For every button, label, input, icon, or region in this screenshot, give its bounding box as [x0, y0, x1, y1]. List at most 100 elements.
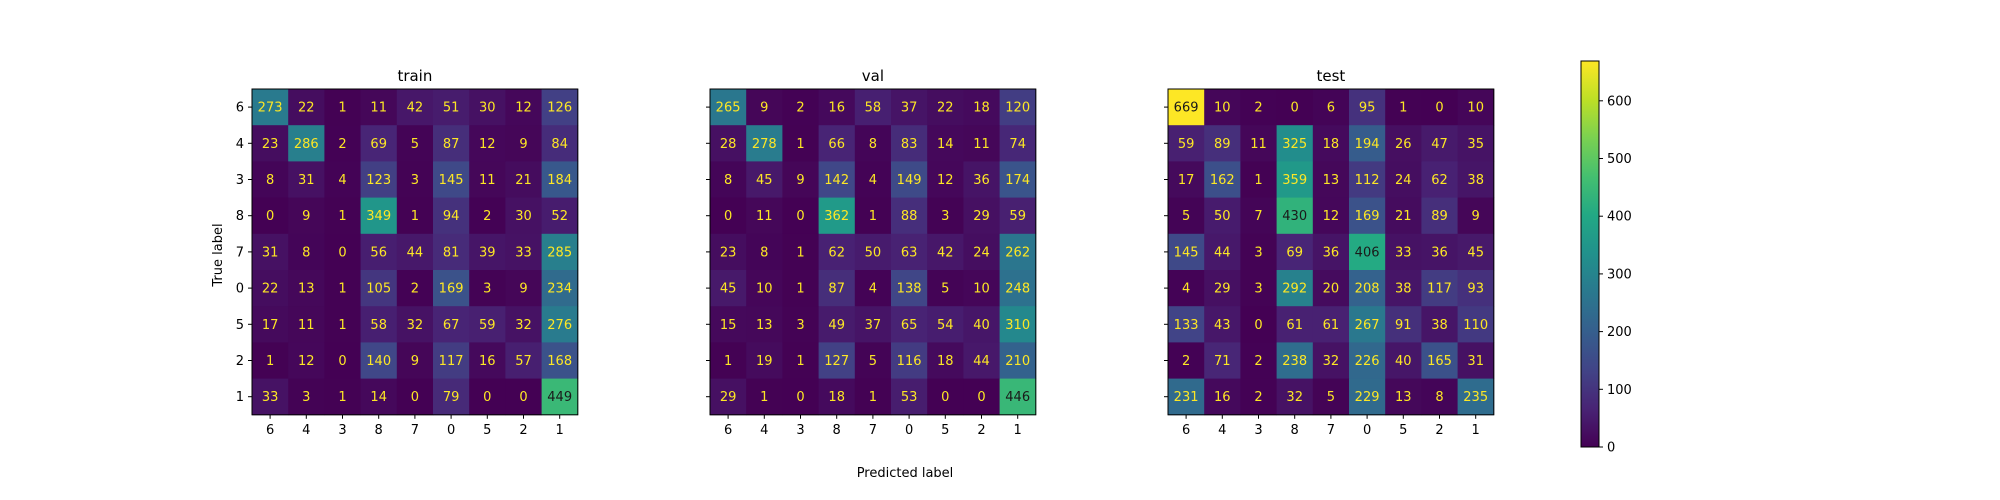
- cell-value-label: 1: [338, 390, 346, 405]
- heatmap-cell: [1240, 342, 1277, 379]
- cell-value-label: 50: [1214, 209, 1231, 224]
- cell-value-label: 231: [1174, 390, 1199, 405]
- cell-value-label: 59: [1009, 209, 1026, 224]
- heatmap-cell: [433, 378, 470, 416]
- heatmap-cell: [360, 89, 398, 126]
- heatmap-cell: [505, 161, 542, 198]
- heatmap-cell: [1349, 233, 1386, 271]
- cell-value-label: 2: [1254, 101, 1262, 116]
- cell-value-label: 1: [1399, 101, 1407, 116]
- cell-value-label: 235: [1463, 390, 1488, 405]
- cell-value-label: 325: [1282, 137, 1307, 152]
- heatmap-cell: [1204, 342, 1241, 379]
- heatmap-cell: [1349, 306, 1386, 343]
- heatmap-cell: [1385, 306, 1422, 343]
- heatmap-cell: [396, 378, 434, 416]
- heatmap-cell: [1168, 161, 1205, 198]
- cell-value-label: 79: [443, 390, 460, 405]
- heatmap-cell: [360, 233, 398, 271]
- heatmap-cell: [854, 342, 892, 379]
- cell-value-label: 0: [1435, 101, 1443, 116]
- heatmap-cell: [1168, 306, 1205, 343]
- cell-value-label: 31: [298, 173, 315, 188]
- cell-value-label: 0: [266, 209, 274, 224]
- cell-value-label: 140: [366, 354, 391, 369]
- cell-value-label: 71: [1214, 354, 1231, 369]
- cell-value-label: 248: [1005, 282, 1030, 297]
- cell-value-label: 59: [1178, 137, 1195, 152]
- cell-value-label: 29: [720, 390, 737, 405]
- cell-value-label: 36: [1323, 245, 1340, 260]
- heatmap-cell: [927, 270, 964, 307]
- heatmap-cell: [963, 89, 1000, 126]
- cell-value-label: 9: [1472, 209, 1480, 224]
- heatmap-cell: [1421, 161, 1458, 198]
- heatmap-cell: [1457, 270, 1495, 307]
- heatmap-cell: [288, 378, 325, 416]
- heatmap-cell: [1240, 270, 1277, 307]
- cell-value-label: 52: [551, 209, 568, 224]
- cell-value-label: 2: [411, 282, 419, 297]
- x-tick-label: 4: [1218, 423, 1226, 438]
- heatmap-cell: [433, 125, 470, 162]
- heatmap-cell: [1312, 306, 1350, 343]
- heatmap-cell: [324, 306, 361, 343]
- cell-value-label: 93: [1467, 282, 1484, 297]
- heatmap-cell: [1385, 233, 1422, 271]
- heatmap-cell: [1349, 125, 1386, 162]
- cell-value-label: 22: [262, 282, 279, 297]
- heatmap-cell: [1276, 197, 1314, 235]
- heatmap-cell: [1276, 306, 1314, 343]
- cell-value-label: 9: [760, 101, 768, 116]
- heatmap-cell: [1168, 342, 1205, 379]
- heatmap-cell: [818, 270, 856, 307]
- heatmap-cell: [927, 233, 964, 271]
- cell-value-label: 13: [756, 318, 773, 333]
- cell-value-label: 43: [1214, 318, 1231, 333]
- cell-value-label: 105: [366, 282, 391, 297]
- cell-value-label: 84: [551, 137, 568, 152]
- heatmap-cell: [469, 233, 506, 271]
- x-tick-label: 1: [1472, 423, 1480, 438]
- cell-value-label: 30: [515, 209, 532, 224]
- heatmap-cell: [396, 270, 434, 307]
- heatmap-cell: [505, 270, 542, 307]
- x-tick-label: 6: [1182, 423, 1190, 438]
- cell-value-label: 26: [1395, 137, 1412, 152]
- y-axis-label: True label: [211, 223, 226, 287]
- colorbar-frame: [1580, 60, 1600, 448]
- heatmap-cell: [1349, 89, 1386, 126]
- heatmap-cell: [1421, 306, 1458, 343]
- heatmap-cell: [360, 125, 398, 162]
- heatmap-cell: [710, 161, 747, 198]
- heatmap-cell: [1421, 270, 1458, 307]
- heatmap-cell: [396, 233, 434, 271]
- cell-value-label: 446: [1005, 390, 1030, 405]
- cell-value-label: 11: [479, 173, 496, 188]
- x-tick-label: 5: [1399, 423, 1407, 438]
- heatmap-cell: [1276, 125, 1314, 162]
- heatmap-cell: [999, 89, 1037, 126]
- panel-title: train: [397, 67, 432, 85]
- heatmap-cell: [288, 161, 325, 198]
- cell-value-label: 194: [1355, 137, 1380, 152]
- cell-value-label: 210: [1005, 354, 1030, 369]
- heatmap-cell: [1385, 161, 1422, 198]
- cell-value-label: 184: [547, 173, 572, 188]
- heatmap-cell: [782, 378, 819, 416]
- cell-value-label: 3: [483, 282, 491, 297]
- cell-value-label: 12: [515, 101, 532, 116]
- heatmap-cell: [541, 306, 579, 343]
- heatmap-cell: [999, 125, 1037, 162]
- heatmap-cell: [324, 342, 361, 379]
- heatmap-cell: [1312, 378, 1350, 416]
- cell-value-label: 226: [1355, 354, 1380, 369]
- heatmap-cell: [1204, 233, 1241, 271]
- heatmap-cell: [854, 270, 892, 307]
- cell-value-label: 8: [724, 173, 732, 188]
- cell-value-label: 66: [828, 137, 845, 152]
- heatmap-cell: [1276, 161, 1314, 198]
- cell-value-label: 44: [1214, 245, 1231, 260]
